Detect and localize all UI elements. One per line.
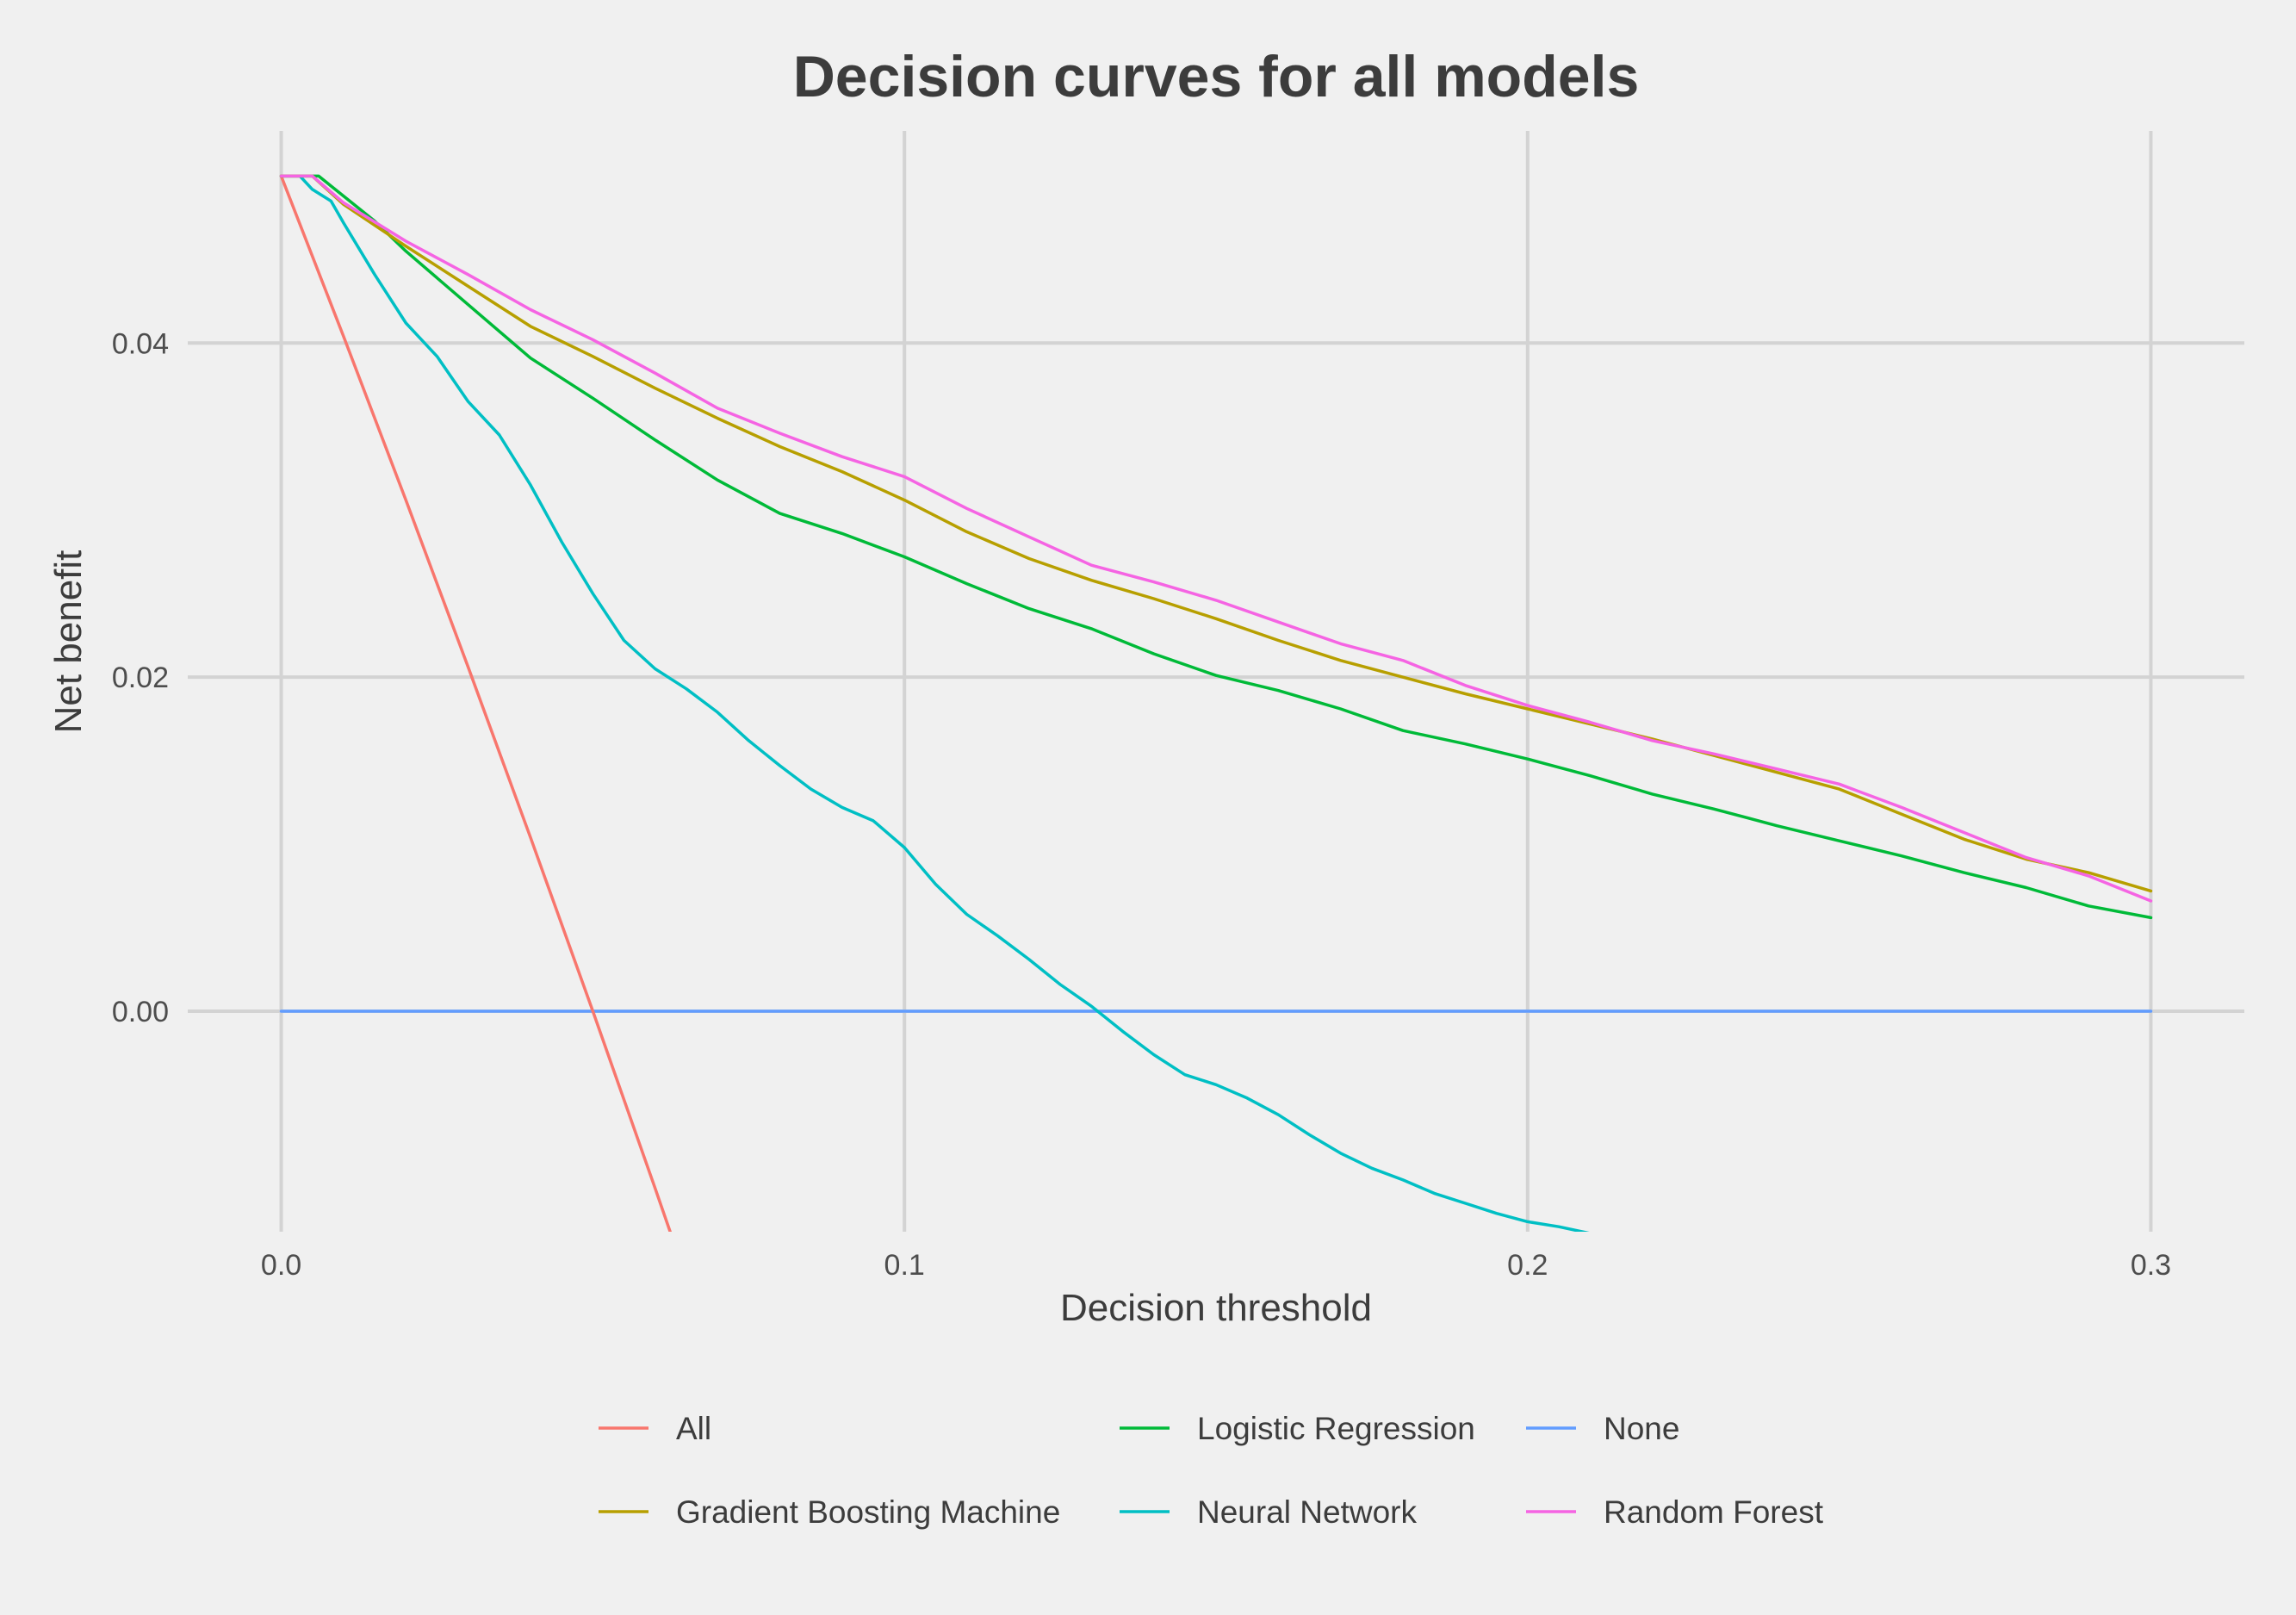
- x-axis-title: Decision threshold: [1060, 1287, 1372, 1329]
- grid-lines: [188, 131, 2244, 1232]
- x-tick-label: 0.2: [1507, 1249, 1548, 1282]
- y-tick-label: 0.02: [112, 662, 169, 694]
- series-line-logistic-regression: [279, 174, 2153, 920]
- series-lines: [279, 174, 2153, 1232]
- x-tick-label: 0.1: [884, 1249, 925, 1282]
- legend-label: Logistic Regression: [1197, 1411, 1475, 1446]
- legend-item-neural-network: Neural Network: [1120, 1494, 1417, 1530]
- chart-title: Decision curves for all models: [793, 44, 1640, 109]
- legend-label: Gradient Boosting Machine: [676, 1494, 1060, 1530]
- legend-label: Neural Network: [1197, 1494, 1417, 1530]
- y-axis-title: Net benefit: [47, 550, 90, 734]
- y-tick-label: 0.04: [112, 327, 169, 360]
- series-line-random-forest: [279, 174, 2153, 903]
- legend-label: Random Forest: [1604, 1494, 1824, 1530]
- y-tick-label: 0.00: [112, 996, 169, 1028]
- legend-item-all: All: [599, 1411, 711, 1446]
- legend-item-none: None: [1526, 1411, 1679, 1446]
- x-tick-label: 0.3: [2131, 1249, 2171, 1282]
- tick-labels: 0.0 0.1 0.2 0.3 0.00 0.02 0.04: [112, 327, 2171, 1282]
- series-line-gradient-boosting-machine: [279, 174, 2153, 893]
- series-line-neural-network: [279, 174, 1590, 1232]
- legend-label: None: [1604, 1411, 1679, 1446]
- legend: All Logistic Regression None Gradient Boost…: [599, 1411, 1824, 1530]
- series-line-all: [279, 174, 672, 1232]
- legend-item-random-forest: Random Forest: [1526, 1494, 1824, 1530]
- x-tick-label: 0.0: [261, 1249, 301, 1282]
- legend-item-gradient-boosting-machine: Gradient Boosting Machine: [599, 1494, 1060, 1530]
- legend-label: All: [676, 1411, 711, 1446]
- legend-item-logistic-regression: Logistic Regression: [1120, 1411, 1475, 1446]
